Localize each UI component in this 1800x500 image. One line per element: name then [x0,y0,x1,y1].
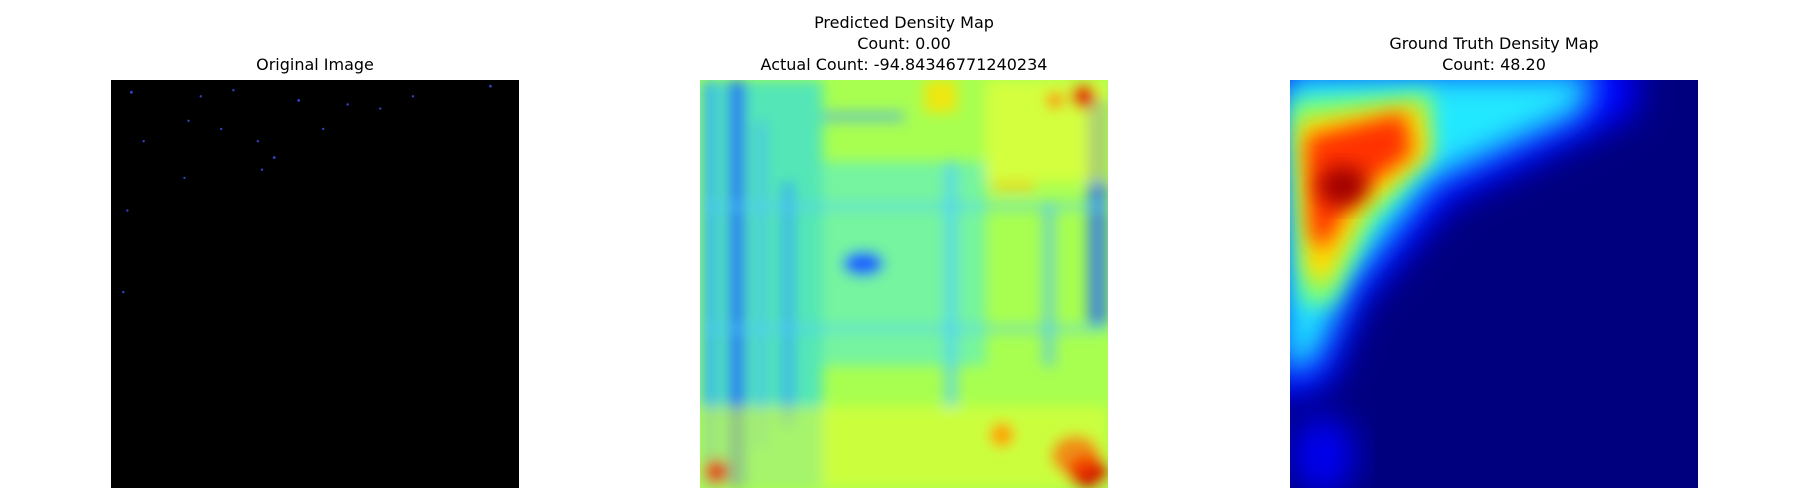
panel-title: Ground Truth Density Map Count: 48.20 [1290,33,1698,75]
title-line: Original Image [256,55,374,74]
title-line: Count: 0.00 [857,34,951,53]
predicted-density-map [700,80,1108,488]
title-line: Actual Count: -94.84346771240234 [760,55,1048,74]
panel-title: Original Image [111,54,519,75]
original-image [111,80,519,488]
title-line: Predicted Density Map [814,13,994,32]
title-line: Ground Truth Density Map [1389,34,1599,53]
panel-title: Predicted Density Map Count: 0.00 Actual… [700,12,1108,75]
title-line: Count: 48.20 [1442,55,1546,74]
ground-truth-density-map [1290,80,1698,488]
